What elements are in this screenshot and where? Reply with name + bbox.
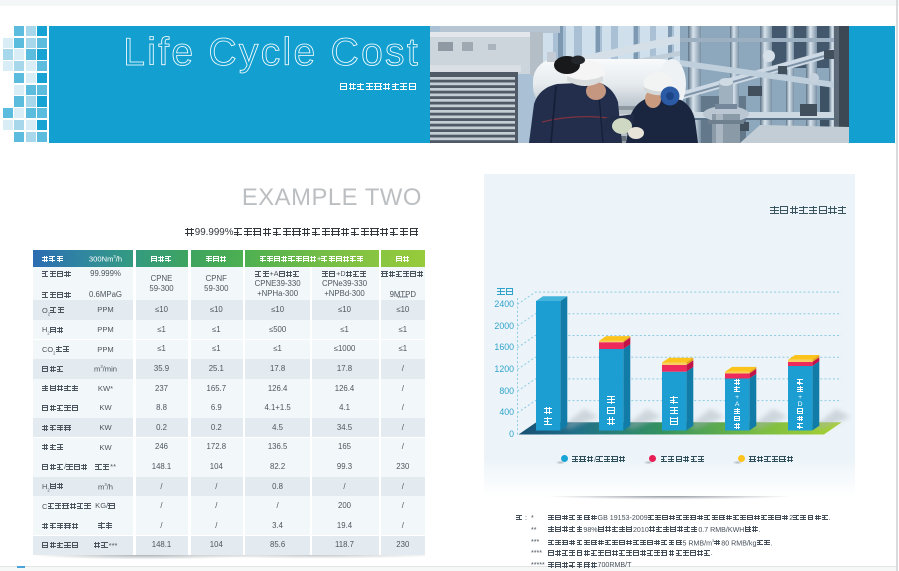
svg-text:Life Cycle Cost: Life Cycle Cost (123, 31, 420, 74)
